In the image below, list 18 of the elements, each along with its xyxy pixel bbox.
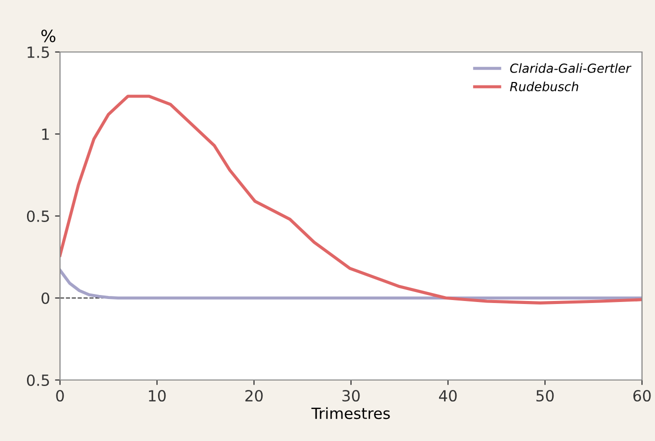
x-tick-label: 10 [148,390,166,402]
x-tick-label: 50 [536,390,554,402]
x-tick-label: 30 [342,390,360,402]
x-axis-title: Trimestres [311,407,390,420]
legend-label: Rudebusch [510,82,578,92]
y-tick-label: 0 [42,292,50,304]
x-tick-label: 20 [245,390,263,402]
line-series [60,94,642,304]
y-tick-label: 0.5 [26,374,49,386]
line-series [60,268,642,300]
legend-label: Clarida-Gali-Gertler [510,63,632,73]
x-tick-label: 40 [439,390,457,402]
y-axis-title: % [41,30,56,42]
y-tick-label: 0.5 [26,210,49,222]
y-tick-label: 1.5 [28,46,49,58]
y-tick-label: 1 [42,128,49,140]
x-tick-label: 0 [56,390,64,402]
x-tick-label: 60 [633,390,651,402]
